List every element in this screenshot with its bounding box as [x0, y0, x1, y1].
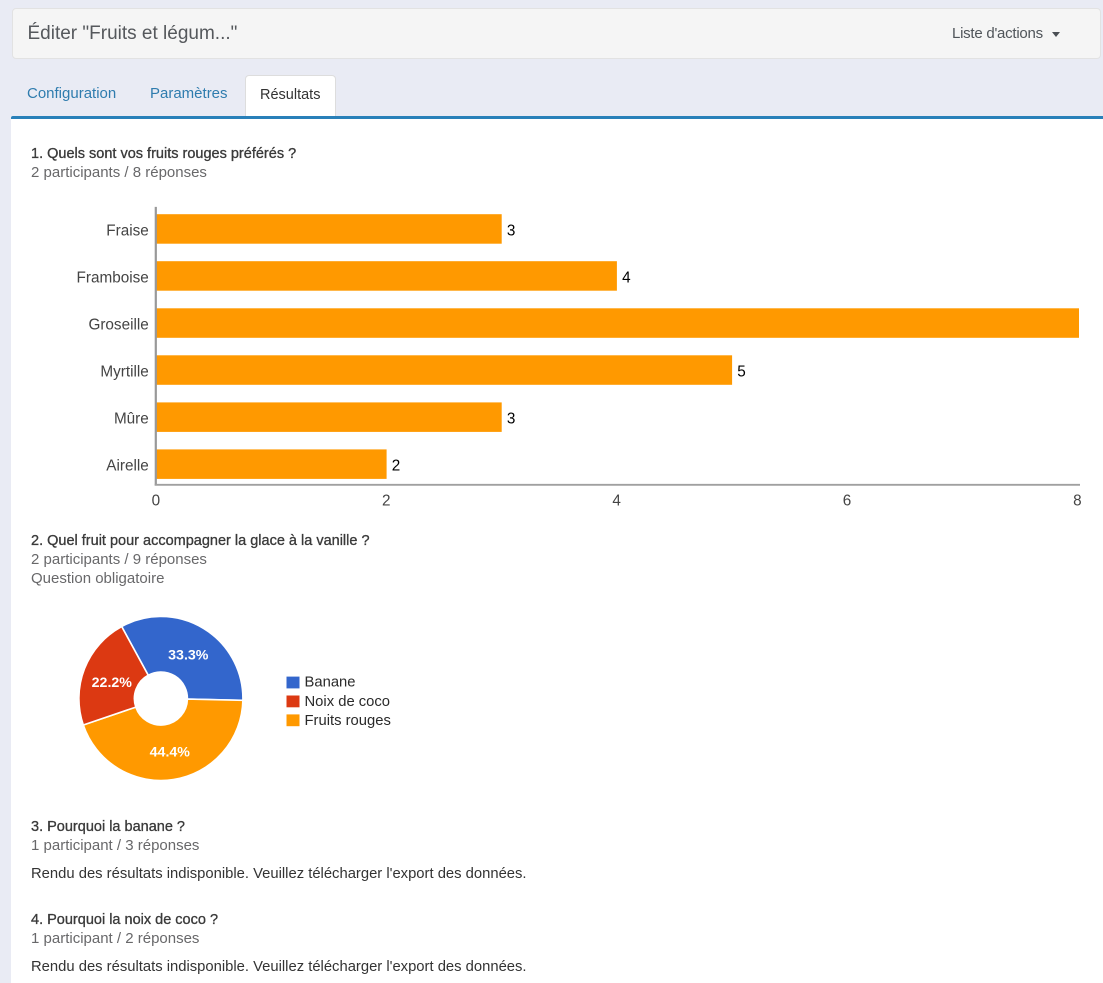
- svg-text:2: 2: [392, 458, 401, 475]
- svg-text:Noix de coco: Noix de coco: [305, 694, 391, 710]
- svg-text:3: 3: [507, 411, 516, 428]
- svg-text:Mûre: Mûre: [114, 411, 149, 428]
- svg-text:44.4%: 44.4%: [150, 745, 191, 761]
- svg-text:6: 6: [843, 492, 852, 509]
- svg-text:4: 4: [622, 269, 631, 286]
- svg-text:22.2%: 22.2%: [92, 675, 133, 691]
- svg-text:Framboise: Framboise: [77, 269, 149, 286]
- svg-text:Airelle: Airelle: [106, 458, 149, 475]
- svg-text:Myrtille: Myrtille: [100, 364, 148, 381]
- svg-text:4: 4: [612, 492, 621, 509]
- svg-text:3: 3: [507, 222, 516, 239]
- svg-text:8: 8: [1073, 492, 1082, 509]
- svg-text:33.3%: 33.3%: [168, 648, 209, 664]
- svg-text:Fraise: Fraise: [106, 222, 149, 239]
- svg-text:Fruits rouges: Fruits rouges: [305, 713, 391, 729]
- svg-text:0: 0: [152, 492, 161, 509]
- svg-text:2: 2: [382, 492, 391, 509]
- svg-text:Groseille: Groseille: [88, 317, 148, 334]
- svg-text:5: 5: [737, 364, 746, 381]
- svg-text:Banane: Banane: [305, 675, 356, 691]
